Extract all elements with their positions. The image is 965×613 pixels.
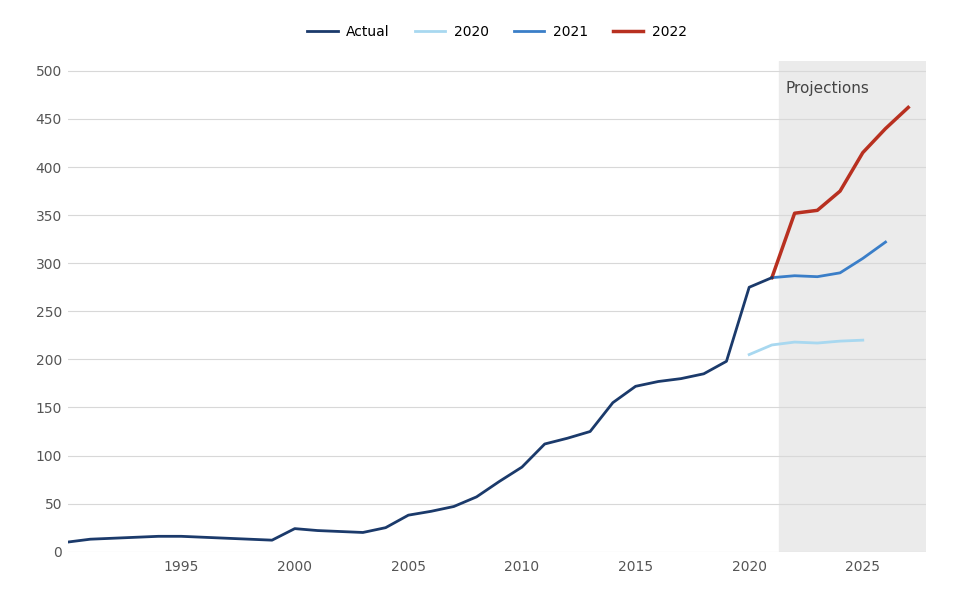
- Text: Projections: Projections: [786, 80, 869, 96]
- Legend: Actual, 2020, 2021, 2022: Actual, 2020, 2021, 2022: [302, 19, 692, 44]
- Bar: [779, 61, 926, 552]
